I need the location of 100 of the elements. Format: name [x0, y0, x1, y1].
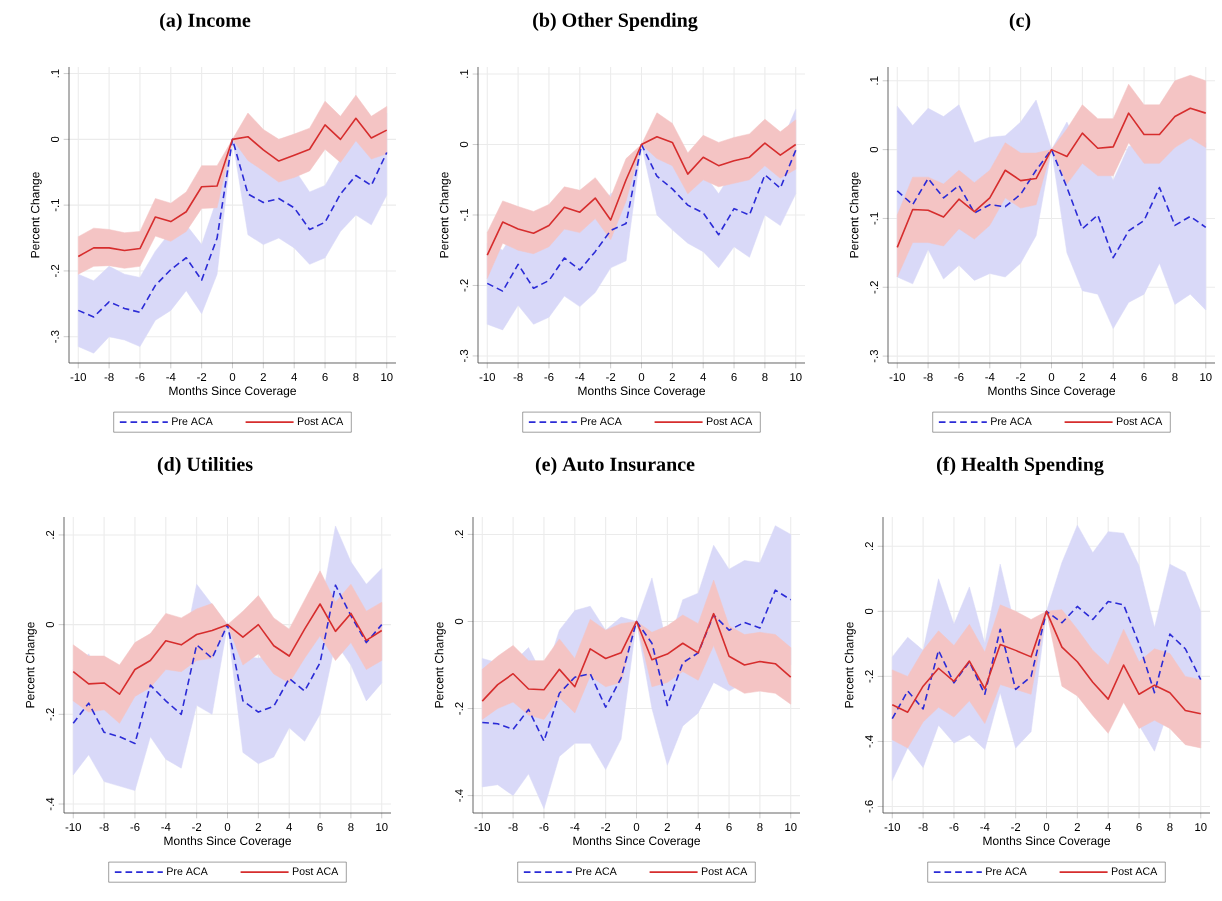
x-tick-label: 8 [1172, 373, 1178, 382]
y-tick-label: -.2 [460, 279, 468, 292]
y-axis-title: Percent Change [844, 622, 856, 708]
x-tick-label: 2 [669, 373, 675, 381]
line-series [896, 107, 1207, 249]
x-tick-label: 0 [1048, 373, 1055, 382]
chart-title: (a) Income [160, 12, 251, 32]
y-axis-title: Percent Change [439, 172, 451, 258]
line-series [481, 612, 792, 702]
y-tick-label: -.3 [50, 330, 59, 343]
y-tick-label: .1 [51, 69, 59, 78]
legend-label: Post ACA [701, 867, 748, 875]
legend-label: Post ACA [1116, 417, 1163, 425]
x-tick-label: 0 [638, 373, 645, 382]
x-tick-label: -8 [508, 823, 518, 832]
x-tick-label: 2 [1074, 823, 1080, 831]
x-tick-label: -4 [980, 823, 990, 831]
line-series [72, 603, 383, 695]
x-tick-label: 4 [286, 823, 293, 831]
legend-label: Post ACA [292, 867, 339, 875]
x-tick-label: -10 [65, 823, 81, 832]
x-tick-label: -10 [479, 373, 495, 382]
y-axis-title: Percent Change [849, 172, 861, 258]
x-tick-label: -2 [606, 373, 616, 381]
y-tick-label: -.3 [459, 349, 468, 363]
x-tick-label: -10 [474, 823, 490, 832]
x-tick-label: -4 [161, 823, 171, 831]
y-tick-label: -.4 [455, 789, 463, 802]
x-axis-title: Months Since Coverage [573, 836, 700, 848]
legend-label: Post ACA [706, 417, 753, 425]
chart-title: (f) Health Spending [936, 456, 1104, 476]
x-tick-label: -6 [949, 823, 959, 832]
x-tick-label: -4 [166, 373, 176, 381]
y-tick-label: .1 [460, 69, 468, 78]
x-tick-label: 2 [664, 823, 670, 831]
x-tick-label: -6 [539, 823, 549, 832]
y-tick-label: -.4 [46, 797, 54, 811]
legend-label: Post ACA [1111, 867, 1158, 875]
line-series [896, 148, 1207, 259]
y-axis-title: Percent Change [30, 172, 42, 258]
x-tick-label: 6 [1141, 373, 1147, 382]
line-series [486, 135, 797, 256]
y-tick-label: -.2 [455, 702, 463, 715]
y-axis-title: Percent Change [25, 622, 37, 708]
chart-title: (b) Other Spending [533, 12, 698, 32]
x-tick-label: 6 [322, 373, 328, 382]
x-tick-label: 10 [785, 823, 797, 832]
x-tick-label: 6 [731, 373, 737, 382]
x-tick-label: -6 [544, 373, 554, 382]
x-axis-title: Months Since Coverage [988, 386, 1115, 398]
x-tick-label: -2 [192, 823, 202, 831]
legend-label: Pre ACA [576, 867, 617, 875]
x-tick-label: -6 [130, 823, 140, 832]
legend-label: Pre ACA [172, 417, 213, 425]
y-tick-label: .1 [870, 76, 878, 85]
line-series [72, 584, 383, 745]
legend-label: Pre ACA [167, 867, 208, 875]
x-tick-label: 2 [1079, 373, 1085, 381]
x-tick-label: -2 [1011, 823, 1021, 831]
x-tick-label: 4 [695, 823, 702, 831]
chart-title: (c) [1009, 12, 1031, 32]
y-tick-label: 0 [864, 608, 873, 615]
y-tick-label: -.2 [865, 670, 873, 683]
y-tick-label: -.1 [460, 208, 468, 222]
x-tick-label: 8 [1167, 823, 1173, 832]
x-tick-label: -2 [197, 373, 207, 381]
y-tick-label: -.3 [869, 349, 878, 363]
y-tick-label: -.4 [865, 735, 873, 748]
y-tick-label: -.2 [46, 708, 54, 721]
x-tick-label: 4 [291, 373, 298, 381]
x-tick-label: 0 [224, 823, 231, 832]
x-tick-label: 0 [633, 823, 640, 832]
x-tick-label: 10 [376, 823, 388, 832]
legend-label: Post ACA [297, 417, 344, 425]
y-tick-label: -.1 [51, 199, 59, 212]
y-tick-label: 0 [869, 146, 878, 153]
y-tick-label: -.2 [51, 264, 59, 278]
x-tick-label: -2 [1016, 373, 1026, 381]
legend-label: Pre ACA [986, 867, 1027, 875]
x-tick-label: 0 [1043, 823, 1050, 832]
x-tick-label: -10 [889, 373, 905, 382]
line-series [481, 589, 792, 742]
x-axis-title: Months Since Coverage [164, 836, 291, 848]
x-tick-label: -4 [575, 373, 585, 381]
x-tick-label: -6 [954, 373, 964, 382]
x-tick-label: -10 [70, 373, 86, 382]
x-tick-label: -4 [570, 823, 580, 831]
x-axis-title: Months Since Coverage [578, 386, 705, 398]
y-tick-label: -.2 [870, 281, 878, 294]
y-tick-label: 0 [50, 136, 59, 143]
x-tick-label: 8 [762, 373, 768, 382]
x-tick-label: -6 [135, 373, 145, 382]
x-tick-label: 8 [353, 373, 359, 382]
x-tick-label: 8 [348, 823, 354, 832]
x-tick-label: 2 [260, 373, 266, 381]
x-tick-label: 6 [317, 823, 323, 832]
y-tick-label: -.1 [870, 212, 878, 225]
x-tick-label: 0 [229, 373, 236, 382]
x-tick-label: 6 [726, 823, 732, 832]
x-tick-label: 8 [757, 823, 763, 832]
